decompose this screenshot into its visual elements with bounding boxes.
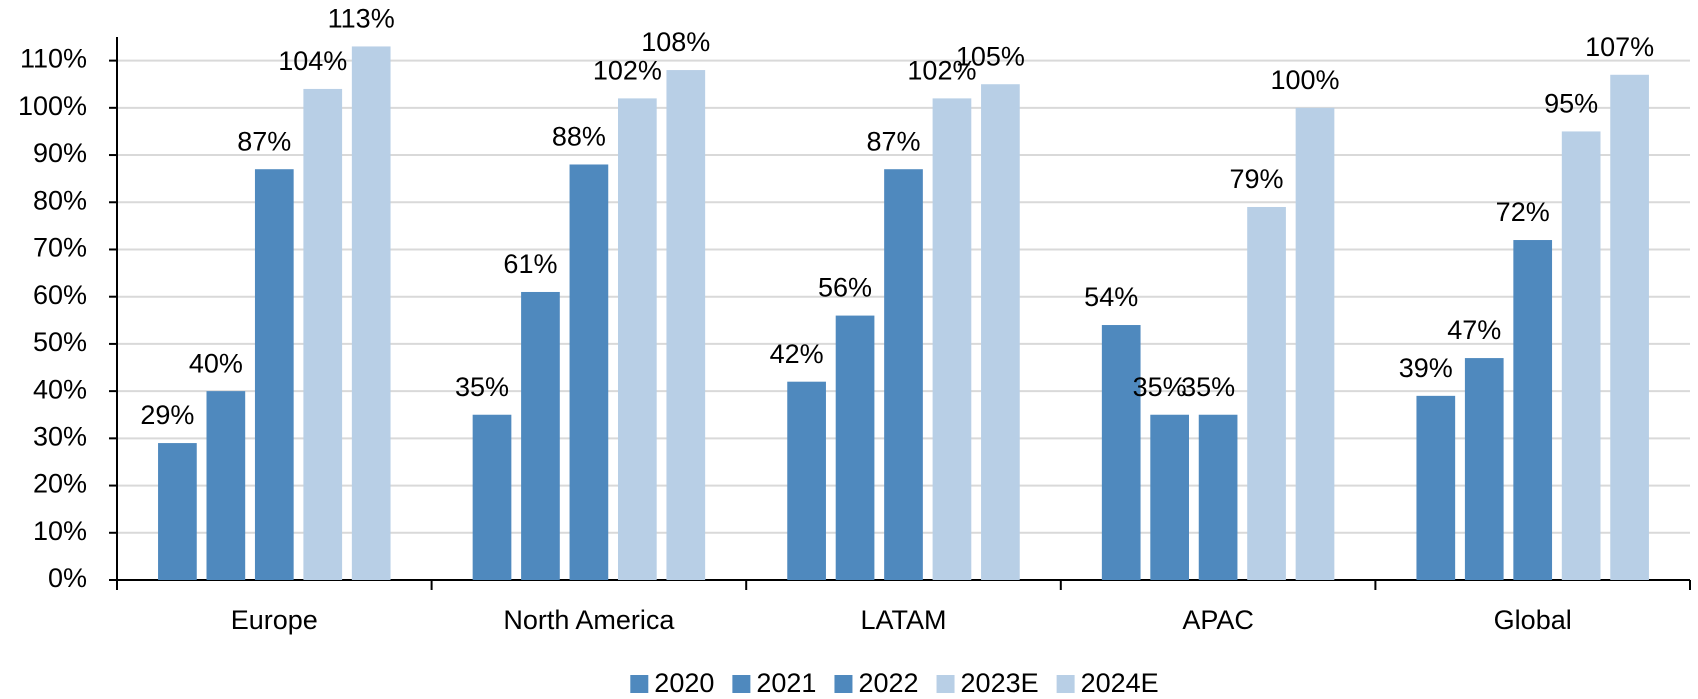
x-tick-label: North America [503, 605, 675, 635]
legend-label: 2023E [961, 668, 1039, 698]
bar [254, 169, 294, 581]
y-tick-label: 80% [33, 185, 87, 215]
value-label: 87% [237, 126, 291, 156]
x-tick-label: LATAM [860, 605, 946, 635]
bar [206, 391, 246, 580]
y-tick-label: 100% [18, 91, 87, 121]
value-label: 105% [956, 41, 1025, 71]
value-label: 40% [189, 348, 243, 378]
y-tick-label: 110% [20, 44, 87, 74]
value-label: 87% [866, 126, 920, 156]
legend-swatch [834, 675, 853, 693]
value-label: 54% [1084, 282, 1138, 312]
y-tick-label: 40% [33, 374, 87, 404]
legend-swatch [630, 675, 649, 693]
value-label: 47% [1447, 315, 1501, 345]
value-label: 61% [503, 249, 557, 279]
bar [1464, 358, 1504, 580]
y-tick-label: 30% [33, 421, 87, 451]
bar [1198, 414, 1238, 580]
value-label: 102% [907, 56, 976, 86]
value-label: 79% [1230, 164, 1284, 194]
bar [618, 98, 657, 581]
bar [1561, 131, 1601, 580]
bar [521, 291, 560, 580]
y-tick-label: 0% [48, 563, 87, 593]
y-tick-label: 70% [33, 233, 87, 263]
x-tick-label: APAC [1182, 605, 1254, 635]
legend-label: 2022 [858, 668, 918, 698]
bar [932, 98, 972, 581]
legend-swatch [1056, 675, 1075, 693]
value-label: 42% [770, 339, 824, 369]
y-tick-label: 60% [33, 280, 87, 310]
value-label: 113% [328, 4, 395, 34]
bar [472, 414, 512, 580]
y-tick-label: 50% [33, 327, 87, 357]
bar [351, 46, 391, 580]
bar [569, 164, 609, 581]
bar [835, 315, 875, 580]
bar [303, 88, 343, 580]
bar [158, 443, 197, 580]
bar [884, 169, 923, 581]
x-tick-label: Europe [231, 605, 318, 635]
bar [1247, 206, 1286, 580]
bar [1610, 74, 1649, 580]
bar [1295, 107, 1335, 581]
value-label: 35% [1133, 372, 1187, 402]
bar [1101, 325, 1141, 580]
value-label: 107% [1585, 32, 1654, 62]
bar [1513, 240, 1553, 580]
value-label: 102% [593, 56, 662, 86]
y-tick-label: 20% [33, 469, 87, 499]
legend-swatch [936, 675, 955, 693]
legend-swatch [732, 675, 751, 693]
bar [1416, 395, 1456, 580]
x-tick-label: Global [1494, 605, 1572, 635]
bar [787, 381, 826, 580]
bar [666, 70, 706, 580]
value-label: 108% [641, 27, 710, 57]
value-label: 72% [1496, 197, 1550, 227]
legend-label: 2024E [1081, 668, 1159, 698]
value-label: 100% [1270, 65, 1339, 95]
y-tick-label: 10% [33, 516, 87, 546]
value-label: 35% [1181, 372, 1235, 402]
legend-label: 2021 [756, 668, 816, 698]
bar [981, 84, 1020, 580]
value-label: 56% [818, 273, 872, 303]
value-label: 29% [140, 400, 194, 430]
value-label: 104% [278, 46, 347, 76]
value-label: 88% [552, 122, 606, 152]
legend-label: 2020 [654, 668, 714, 698]
bar [1150, 414, 1189, 580]
value-label: 39% [1399, 353, 1453, 383]
value-label: 35% [455, 372, 509, 402]
y-tick-label: 90% [33, 138, 87, 168]
value-label: 95% [1544, 89, 1598, 119]
